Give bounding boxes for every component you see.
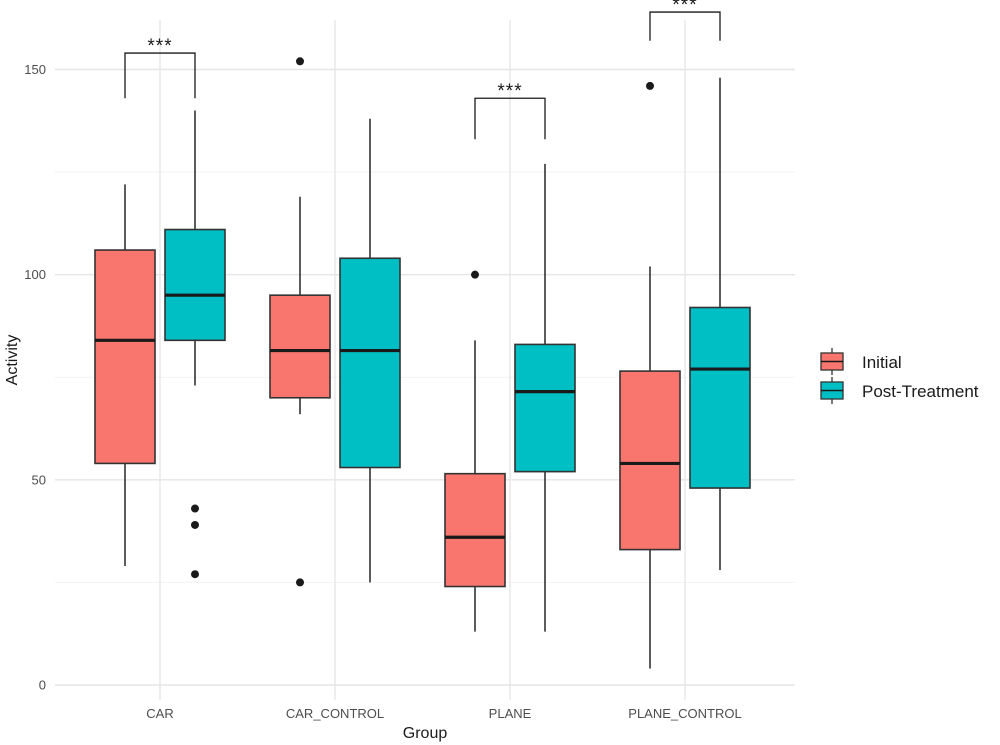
y-tick-label: 0: [39, 678, 46, 693]
outlier-point: [191, 520, 199, 529]
x-tick-label: CAR: [146, 706, 173, 721]
y-tick-label: 50: [32, 472, 46, 487]
legend-entry: Post-Treatment: [820, 377, 979, 404]
significance-label: ***: [147, 36, 172, 57]
box-iqr: [444, 472, 506, 588]
y-tick-label: 100: [24, 267, 46, 282]
box-iqr: [339, 257, 401, 469]
x-tick-label: PLANE: [489, 706, 532, 721]
significance-label: ***: [672, 0, 697, 16]
legend: Initial Post-Treatment: [820, 348, 979, 404]
outlier-point: [191, 570, 199, 579]
x-tick-label: PLANE_CONTROL: [628, 706, 741, 721]
box-iqr: [514, 343, 576, 473]
significance-bracket: ***: [649, 0, 721, 41]
y-axis-title: Activity: [4, 335, 21, 386]
x-axis-title: Group: [403, 725, 448, 742]
significance-label: ***: [497, 81, 522, 102]
significance-annotations: *** *** ***: [124, 0, 721, 140]
box-group: [339, 118, 401, 583]
box-group: [94, 184, 156, 567]
x-tick-label: CAR_CONTROL: [286, 706, 384, 721]
boxes: [94, 57, 751, 669]
legend-entry: Initial: [820, 348, 902, 375]
bracket-line: [474, 97, 546, 140]
legend-label: Post-Treatment: [862, 382, 979, 401]
outlier-point: [296, 57, 304, 66]
legend-label: Initial: [862, 353, 902, 372]
box-group: [514, 163, 576, 632]
box-group: [269, 57, 331, 587]
outlier-point: [191, 504, 199, 513]
box-group: [689, 77, 751, 571]
outlier-point: [471, 270, 479, 279]
significance-bracket: ***: [124, 36, 196, 99]
box-iqr: [689, 306, 751, 489]
box-iqr: [619, 370, 681, 551]
box-iqr: [94, 249, 156, 465]
box-group: [444, 270, 506, 632]
bracket-line: [124, 52, 196, 99]
outlier-point: [646, 81, 654, 90]
bracket-line: [649, 11, 721, 41]
grid-lines: [55, 20, 795, 700]
outlier-point: [296, 578, 304, 587]
y-tick-label: 150: [24, 62, 46, 77]
axes: 0 50 100 150 CAR CAR_CONTROL PLANE PLANE_CONTRO…: [24, 62, 741, 721]
box-group: [619, 81, 681, 669]
box-iqr: [164, 228, 226, 342]
box-group: [164, 110, 226, 579]
box-iqr: [269, 294, 331, 399]
significance-bracket: ***: [474, 81, 546, 140]
